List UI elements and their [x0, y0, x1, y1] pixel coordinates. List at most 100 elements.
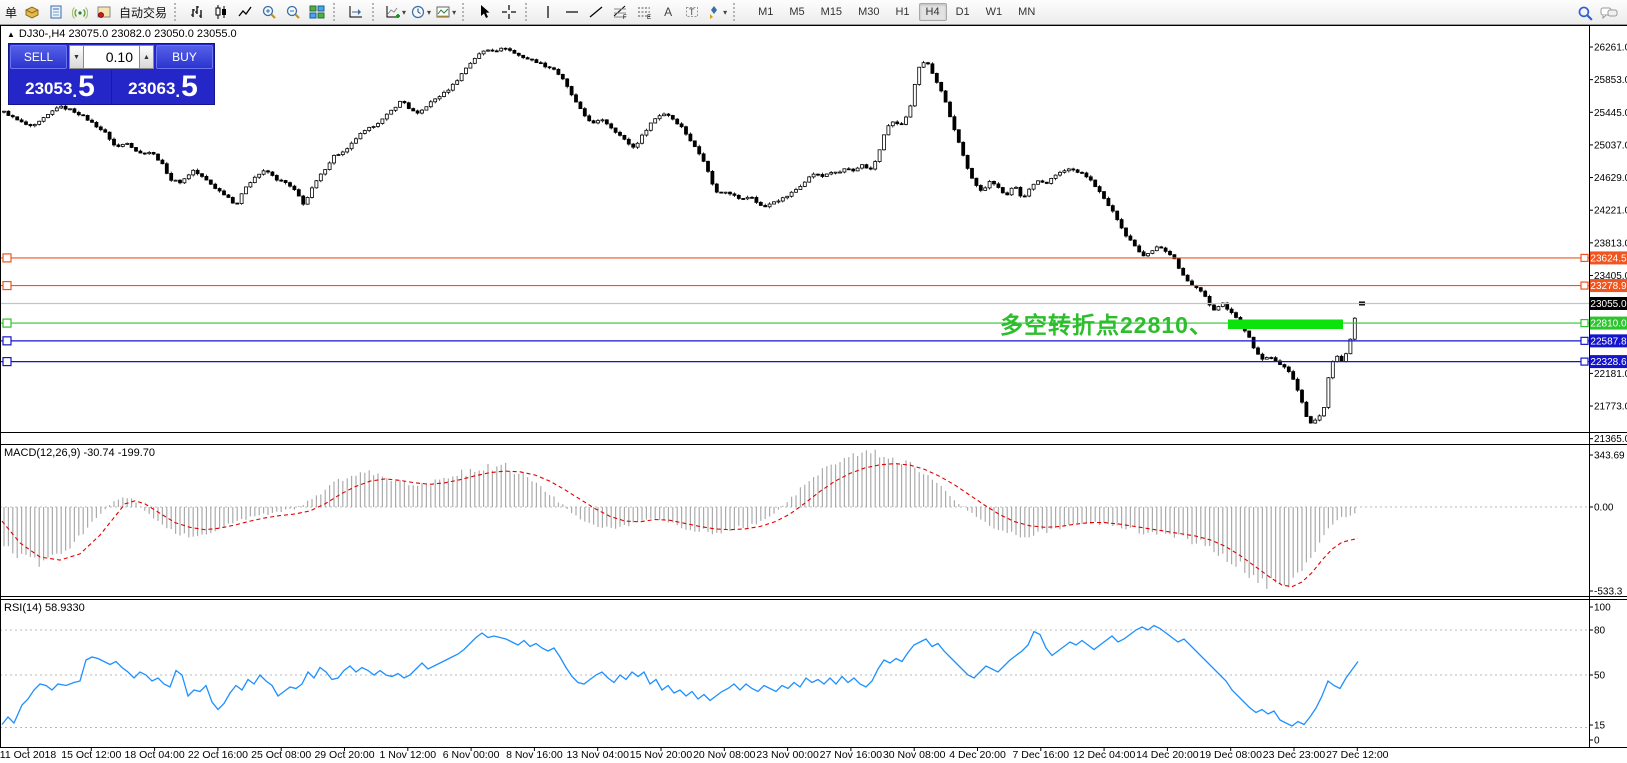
price-tick-label: 23813.0 [1594, 238, 1627, 249]
sell-price-pip: 5 [78, 70, 95, 103]
price-badge-label: 22810.0 [1590, 319, 1627, 330]
buy-price-button[interactable]: 23063. 5 [112, 70, 214, 104]
bar-chart-icon[interactable] [186, 1, 208, 23]
time-tick-label: 8 Nov 16:00 [506, 749, 563, 761]
line-anchor[interactable] [2, 253, 12, 263]
pane-divider[interactable] [0, 432, 1627, 433]
buy-price-dot: . [175, 82, 181, 101]
tile-windows-icon[interactable] [306, 1, 328, 23]
candlesticks [2, 47, 1357, 424]
collapse-triangle-icon[interactable]: ▲ [7, 30, 15, 39]
chart-shift-icon[interactable] [345, 1, 367, 23]
buy-button[interactable]: BUY [156, 45, 213, 69]
time-tick-label: 27 Dec 12:00 [1326, 749, 1389, 761]
time-tick-label: 7 Dec 16:00 [1012, 749, 1069, 761]
price-tick-label: 24221.0 [1594, 206, 1627, 217]
toolbar-separator [733, 3, 740, 21]
volume-increase-button[interactable]: ▲ [139, 45, 154, 69]
channels-icon[interactable]: E [633, 1, 655, 23]
time-tick-label: 11 Oct 2018 [0, 749, 56, 761]
timeframe-m5[interactable]: M5 [789, 6, 805, 18]
svg-text:F: F [623, 15, 627, 20]
line-chart-icon[interactable] [234, 1, 256, 23]
time-tick-label: 20 Nov 08:00 [693, 749, 756, 761]
timeframe-m15[interactable]: M15 [820, 6, 843, 18]
volume-stepper: ▼ 0.10 ▲ [69, 45, 154, 69]
price-tick-label: 23405.0 [1594, 271, 1627, 282]
price-badge-label: 23278.9 [1590, 281, 1627, 292]
timeframe-h4[interactable]: H4 [918, 3, 947, 21]
search-icon[interactable] [1574, 2, 1596, 24]
new-order-button[interactable]: 单 [5, 5, 18, 20]
text-tool-icon[interactable]: A [664, 5, 673, 19]
price-tick-label: 26261.0 [1594, 43, 1627, 54]
auto-trading-label[interactable]: 自动交易 [119, 5, 168, 20]
green-zone-rectangle[interactable] [1228, 319, 1343, 330]
line-anchor[interactable] [2, 280, 12, 291]
chart-canvas[interactable]: 26261.0 25853.0 25445.0 25037.0 24629.0 24221… [0, 25, 1627, 763]
zoom-out-icon[interactable] [282, 1, 304, 23]
line-anchor[interactable] [1580, 281, 1589, 290]
line-anchor[interactable] [1580, 253, 1589, 263]
sell-price-dot: . [72, 82, 78, 101]
pane-divider[interactable] [0, 596, 1627, 597]
macd-signal-line [1, 463, 1359, 588]
time-tick-label: 15 Oct 12:00 [61, 749, 121, 761]
macd-scale-label: 0.00 [1594, 503, 1614, 514]
line-anchor[interactable] [1580, 318, 1589, 328]
indicators-icon[interactable]: ▾ [384, 1, 407, 23]
buy-price: 23063 [128, 79, 176, 98]
trendline-icon[interactable] [585, 1, 607, 23]
rsi-scale-label: 100 [1594, 603, 1611, 614]
price-badge [1590, 251, 1627, 265]
chat-icon[interactable] [1598, 2, 1620, 24]
rsi-scale-label: 15 [1594, 721, 1606, 732]
templates-icon[interactable]: ▾ [434, 1, 457, 23]
timeframe-d1[interactable]: D1 [955, 6, 970, 18]
line-anchor[interactable] [2, 336, 12, 346]
line-anchor[interactable] [2, 318, 12, 328]
fibonacci-icon[interactable]: F [609, 1, 631, 23]
timeframe-m1[interactable]: M1 [758, 6, 774, 18]
timeframe-mn[interactable]: MN [1018, 6, 1036, 18]
price-badge [1590, 279, 1627, 293]
price-badge-label: 23624.5 [1590, 253, 1627, 264]
svg-text:E: E [647, 15, 651, 20]
news-icon[interactable] [45, 1, 67, 23]
time-tick-label: 27 Nov 16:00 [820, 749, 883, 761]
rsi-pane [0, 624, 1589, 728]
text-label-icon[interactable]: T [681, 1, 703, 23]
crosshair-icon[interactable] [498, 1, 520, 23]
line-anchor[interactable] [1580, 336, 1589, 345]
line-anchor[interactable] [1580, 357, 1589, 366]
market-watch-icon[interactable] [21, 1, 43, 23]
periods-icon[interactable]: ▾ [409, 1, 432, 23]
zoom-in-icon[interactable] [258, 1, 280, 23]
chart-annotation-text[interactable]: 多空转折点22810、 [1000, 312, 1213, 338]
cursor-icon[interactable] [474, 1, 496, 23]
timeframe-w1[interactable]: W1 [985, 6, 1003, 18]
chart-ohlc-info: ▲ DJ30-,H4 23075.0 23082.0 23050.0 23055.… [7, 28, 237, 40]
timeframe-m30[interactable]: M30 [858, 6, 880, 18]
horizontal-line-icon[interactable] [561, 1, 583, 23]
vertical-line-icon[interactable] [537, 1, 559, 23]
rsi-scale-label: 50 [1594, 671, 1606, 682]
shapes-icon[interactable]: ▾ [705, 1, 728, 23]
candlestick-chart-icon[interactable] [210, 1, 232, 23]
sell-button[interactable]: SELL [10, 45, 67, 69]
signals-icon[interactable] [69, 1, 91, 23]
price-tick-label: 24629.0 [1594, 173, 1627, 184]
volume-input[interactable]: 0.10 [84, 45, 139, 69]
line-anchor[interactable] [2, 356, 12, 367]
time-tick-label: 12 Dec 04:00 [1073, 749, 1136, 761]
sell-price-button[interactable]: 23053. 5 [9, 70, 111, 104]
time-tick-label: 23 Nov 00:00 [756, 749, 819, 761]
timeframe-h1[interactable]: H1 [895, 6, 910, 18]
svg-text:T: T [689, 7, 695, 17]
auto-trading-icon[interactable] [93, 1, 115, 23]
price-tick-label: 22181.0 [1594, 369, 1627, 380]
time-tick-label: 30 Nov 08:00 [883, 749, 946, 761]
buy-price-pip: 5 [181, 70, 198, 103]
volume-decrease-button[interactable]: ▼ [69, 45, 84, 69]
